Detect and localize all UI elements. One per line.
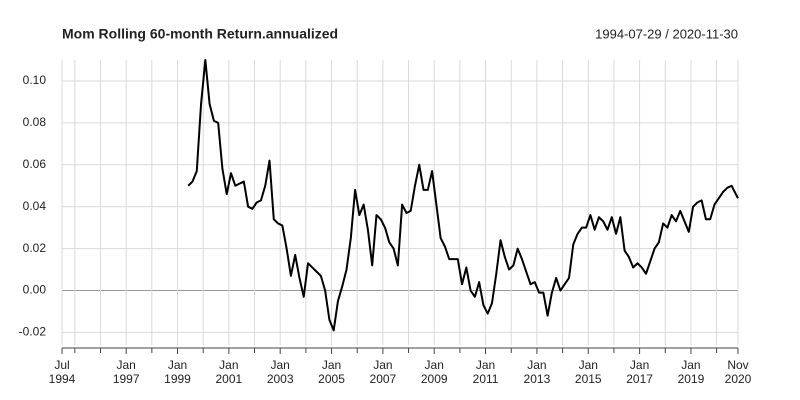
x-tick-label: Jan 1999 [164,358,191,386]
x-tick-label: Nov 2020 [724,358,752,386]
y-tick-label: 0.02 [23,241,47,255]
x-tick-label: Jan 1997 [112,358,140,386]
x-tick-label: Jan 2017 [626,358,653,386]
x-tick-label: Jan 2001 [215,358,243,386]
x-tick-label: Jan 2015 [574,358,602,386]
y-tick-label: -0.02 [19,325,47,339]
y-tick-label: 0.08 [23,115,47,129]
y-tick-label: 0.10 [23,73,47,87]
y-tick-label: 0.06 [23,157,47,171]
data-line [187,59,739,332]
y-tick-label: 0.00 [23,283,47,297]
x-tick-label: Jan 2003 [266,358,294,386]
x-tick-label: Jan 2007 [369,358,397,386]
x-tick-label: Jan 2009 [420,358,448,386]
x-tick-label: Jan 2013 [523,358,551,386]
chart-title: Mom Rolling 60-month Return.annualized [62,26,338,42]
x-tick-label: Jan 2011 [472,358,499,386]
x-tick-label: Jul 1994 [48,358,76,386]
y-tick-label: 0.04 [23,199,47,213]
x-tick-label: Jan 2005 [318,358,345,386]
date-range: 1994-07-29 / 2020-11-30 [595,26,738,41]
x-tick-label: Jan 2019 [677,358,705,386]
